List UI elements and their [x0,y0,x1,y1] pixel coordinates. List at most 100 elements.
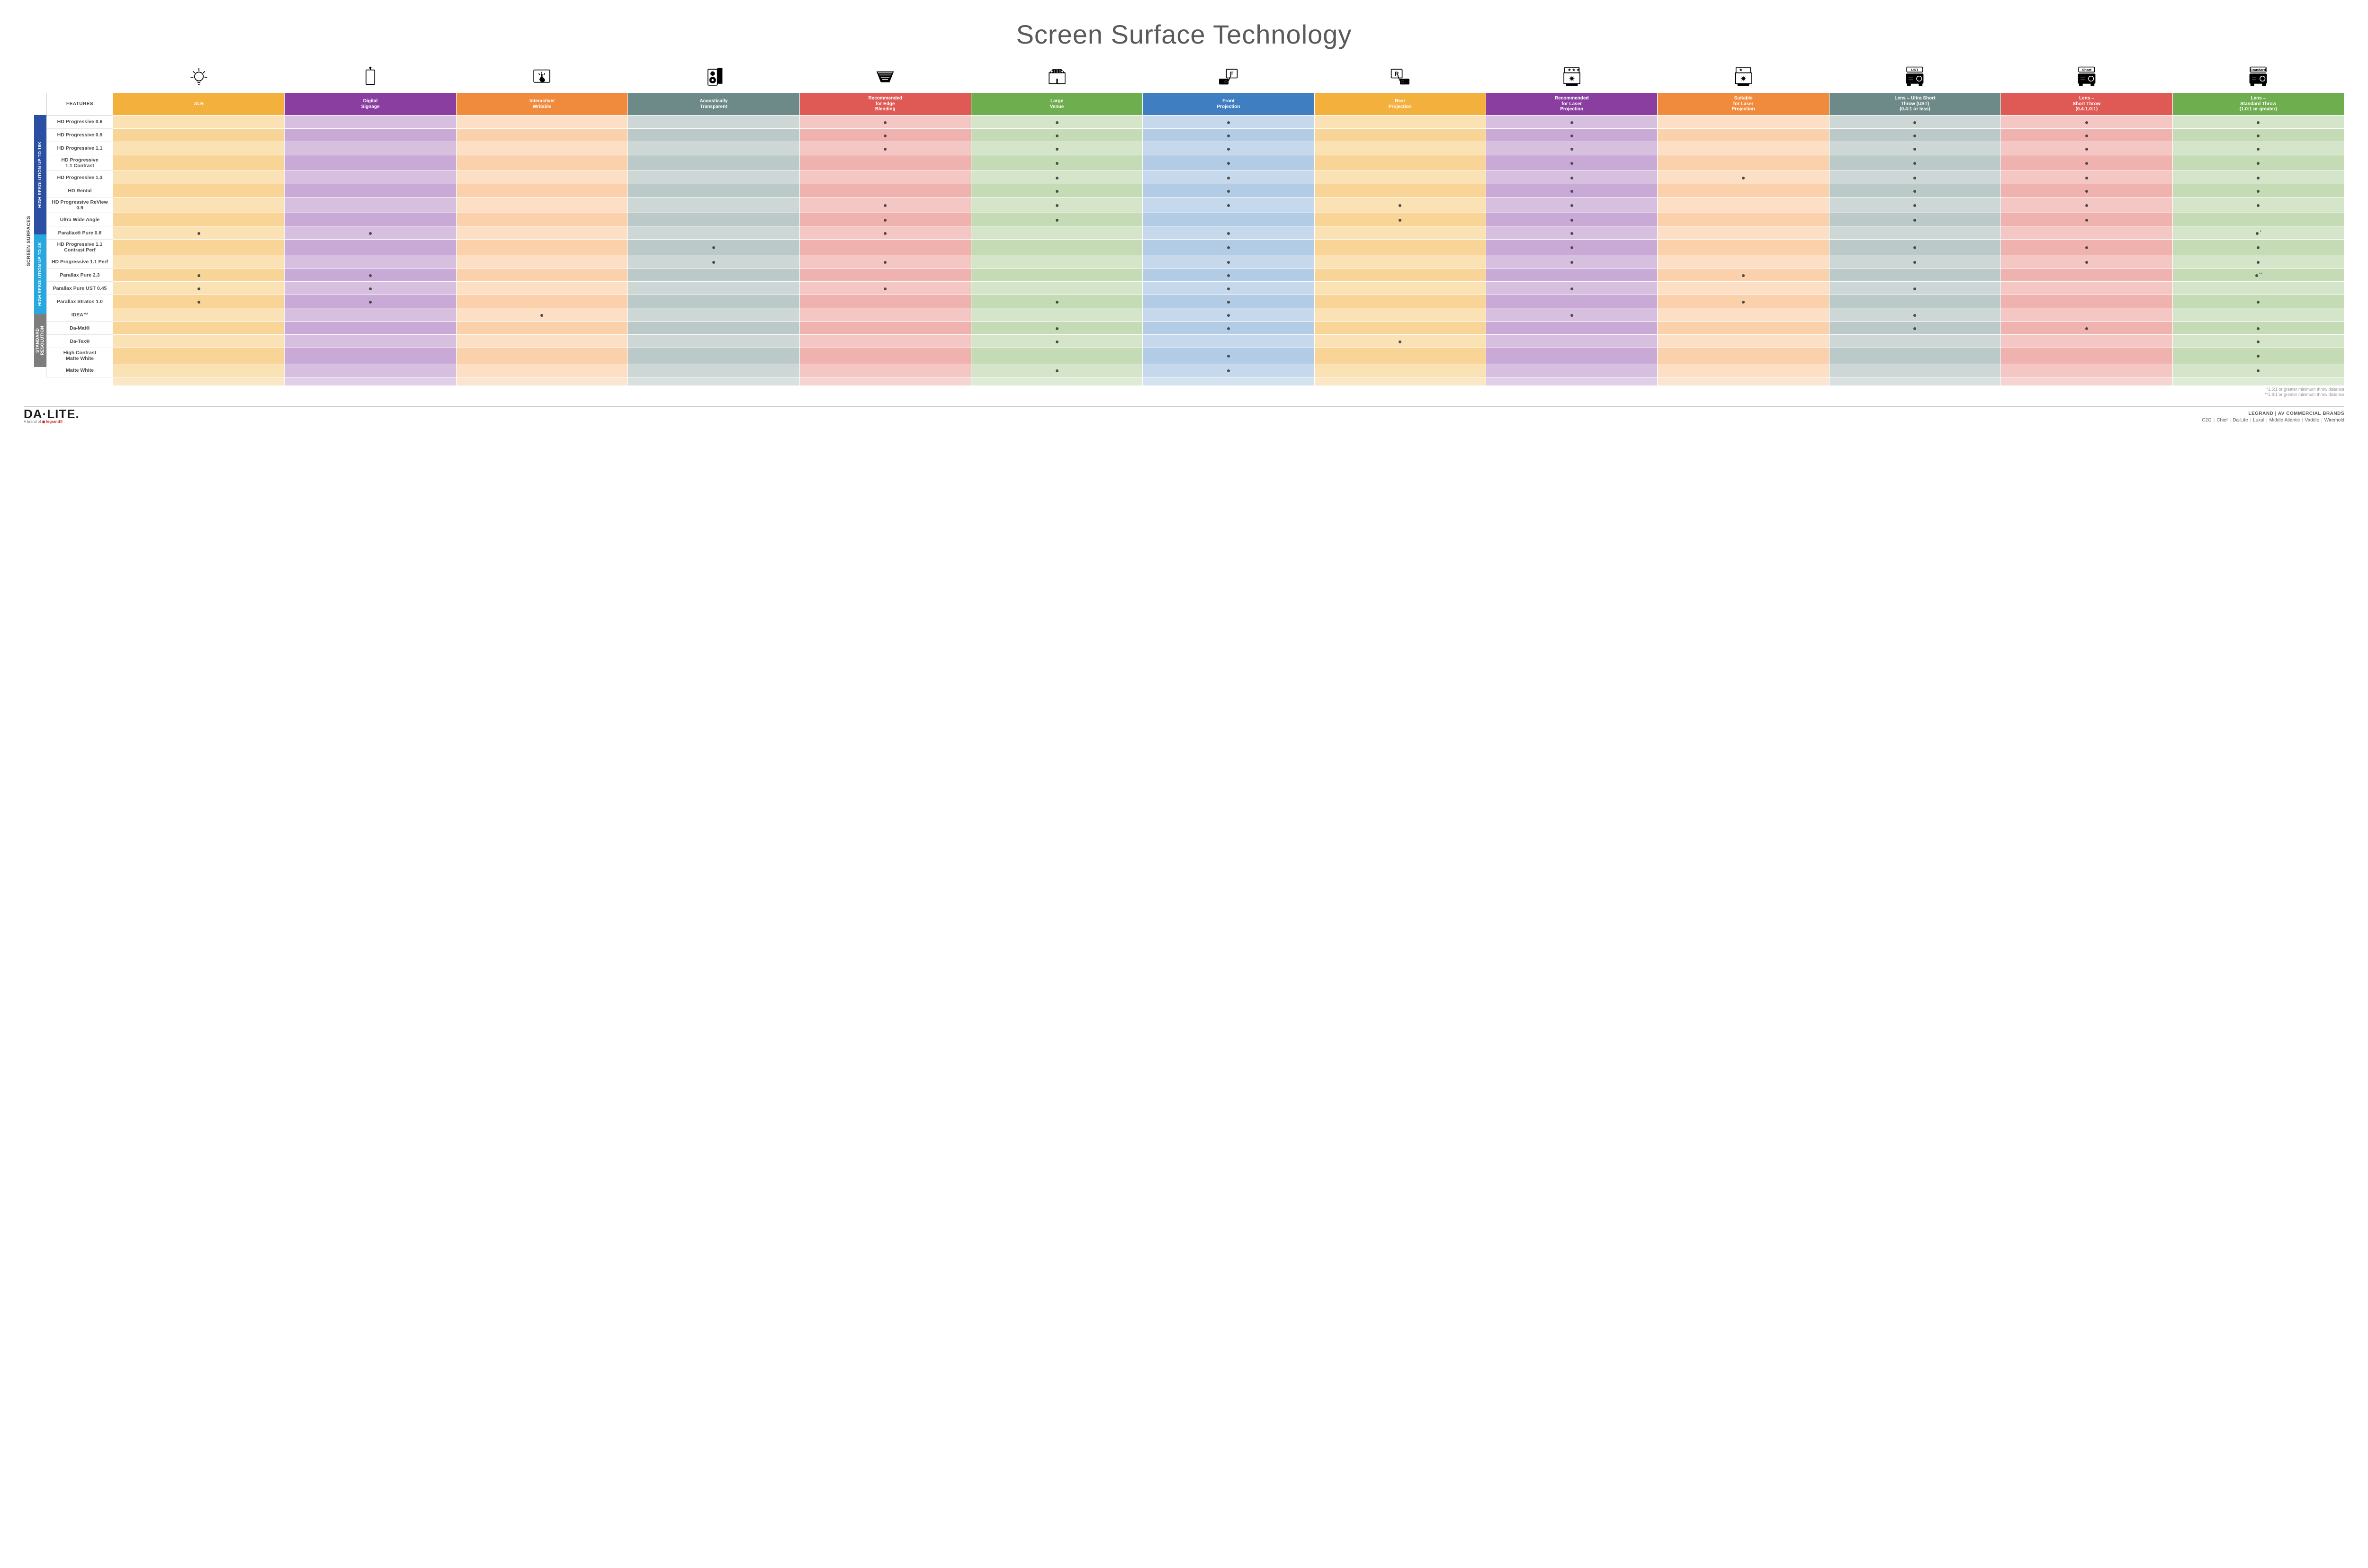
cell-laser_suit [1658,213,1829,226]
cell-venue [971,155,1142,171]
cell-acoustic [628,295,799,308]
row-label: Da-Tex® [47,335,113,348]
cell-alr [113,129,285,142]
footer-tint [2001,377,2172,385]
cell-ust [1829,364,2000,377]
svg-text:Short: Short [2082,68,2091,72]
cell-interactive [456,226,628,240]
col-header-std: Lens –Standard Throw(1.0:1 or greater) [2172,93,2344,116]
ust-icon: UST [1829,64,2000,93]
cell-venue [971,295,1142,308]
cell-front [1143,295,1314,308]
cell-laser_rec [1486,255,1658,269]
cell-laser_suit [1658,116,1829,129]
brand-item: Middle Atlantic [2269,418,2300,423]
cell-edge [799,129,971,142]
cell-front [1143,226,1314,240]
footnote: *1.5:1 or greater minimum throw distance [24,387,2344,393]
brand-item: Chief [2216,418,2227,423]
cell-signage [285,142,456,155]
cell-std: * [2172,226,2344,240]
cell-ust [1829,335,2000,348]
cell-rear [1314,348,1486,364]
side-group-label: HIGH RESOLUTION UP TO 16K [34,115,46,234]
cell-alr [113,348,285,364]
col-header-laser_rec: Recommendedfor LaserProjection [1486,93,1658,116]
footer-tint [1314,377,1486,385]
cell-acoustic [628,269,799,282]
cell-alr [113,226,285,240]
col-header-front: FrontProjection [1143,93,1314,116]
logo-block: DA·LITE. A brand of ◼ legrand® [24,408,80,426]
laser_rec-icon: ★★★ ✷ [1486,64,1658,93]
cell-front [1143,142,1314,155]
cell-acoustic [628,129,799,142]
logo-sub-prefix: A brand of [24,420,42,424]
cell-venue [971,364,1142,377]
cell-venue [971,213,1142,226]
col-header-alr: ALR [113,93,285,116]
cell-laser_rec [1486,129,1658,142]
cell-rear [1314,255,1486,269]
cell-acoustic [628,255,799,269]
cell-acoustic [628,348,799,364]
cell-front [1143,255,1314,269]
cell-laser_suit [1658,171,1829,184]
brand-block: LEGRAND | AV COMMERCIAL BRANDS C2G|Chief… [2202,411,2344,426]
cell-short [2001,308,2172,322]
cell-acoustic [628,322,799,335]
cell-alr [113,240,285,255]
cell-rear [1314,335,1486,348]
cell-ust [1829,142,2000,155]
cell-laser_suit [1658,142,1829,155]
footer-tint [285,377,456,385]
cell-edge [799,282,971,295]
side-group-label: STANDARDRESOLUTION [34,314,46,367]
cell-interactive [456,142,628,155]
cell-ust [1829,348,2000,364]
svg-text:★: ★ [1739,68,1743,72]
cell-alr [113,116,285,129]
cell-signage [285,308,456,322]
row-label: HD Progressive1.1 Contrast [47,155,113,171]
cell-std: ** [2172,269,2344,282]
cell-alr [113,269,285,282]
cell-short [2001,348,2172,364]
cell-edge [799,213,971,226]
cell-std [2172,129,2344,142]
cell-signage [285,116,456,129]
cell-acoustic [628,364,799,377]
cell-alr [113,282,285,295]
col-header-venue: LargeVenue [971,93,1142,116]
acoustic-icon [628,64,799,93]
row-label: HD Progressive 1.1 [47,142,113,155]
row-label: HD Progressive 0.6 [47,116,113,129]
cell-short [2001,129,2172,142]
cell-front [1143,197,1314,213]
cell-rear [1314,197,1486,213]
brands-list: C2G|Chief|Da-Lite|Luxul|Middle Atlantic|… [2202,417,2344,424]
cell-interactive [456,184,628,197]
cell-std [2172,255,2344,269]
svg-text:UST: UST [1911,68,1919,72]
cell-laser_rec [1486,226,1658,240]
row-label: Parallax Pure UST 0.45 [47,282,113,295]
row-label: HD Progressive ReView 0.9 [47,197,113,213]
cell-interactive [456,171,628,184]
cell-laser_rec [1486,171,1658,184]
cell-std [2172,184,2344,197]
cell-alr [113,295,285,308]
laser_suit-icon: ★ ✷ [1658,64,1829,93]
cell-front [1143,155,1314,171]
cell-rear [1314,282,1486,295]
row-label: IDEA™ [47,308,113,322]
col-header-edge: Recommendedfor EdgeBlending [799,93,971,116]
cell-edge [799,295,971,308]
interactive-icon [456,64,628,93]
cell-ust [1829,322,2000,335]
cell-laser_rec [1486,155,1658,171]
cell-laser_rec [1486,364,1658,377]
cell-venue [971,322,1142,335]
cell-edge [799,335,971,348]
row-label: HD Progressive 1.1Contrast Perf [47,240,113,255]
